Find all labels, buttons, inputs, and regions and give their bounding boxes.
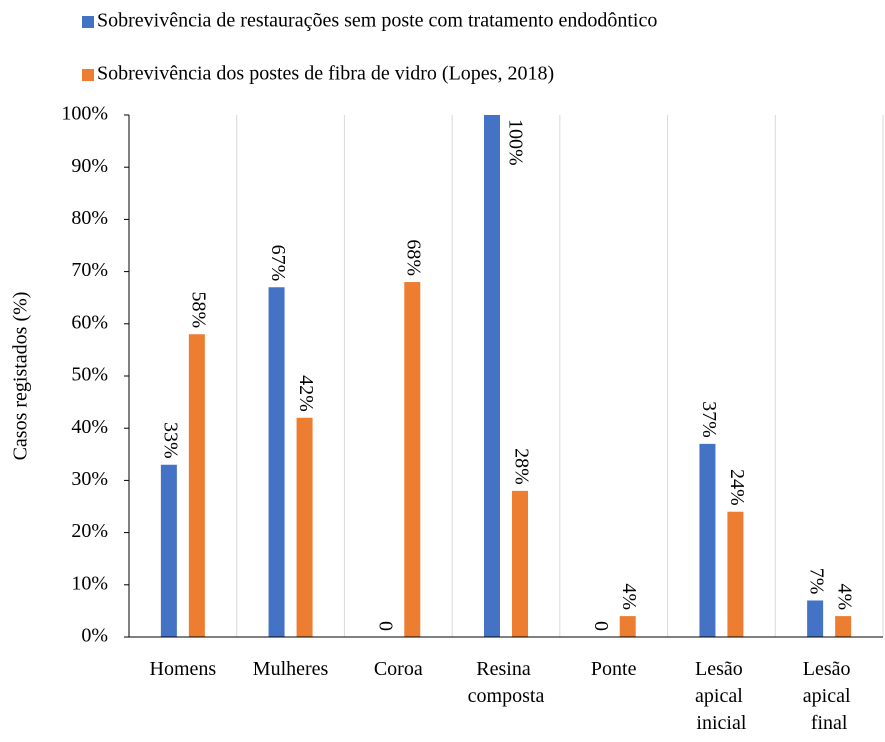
data-label: 4% (618, 583, 640, 610)
y-tick-label: 60% (71, 311, 108, 333)
y-tick-label: 40% (71, 416, 108, 438)
bar (619, 616, 636, 637)
bar (807, 600, 824, 637)
data-label: 28% (510, 448, 532, 485)
legend-swatch (82, 69, 94, 81)
data-label: 100% (504, 119, 526, 166)
data-label: 0 (375, 621, 397, 631)
data-label: 7% (806, 568, 828, 595)
legend-label: Sobrevivência de restaurações sem poste … (97, 10, 657, 32)
legend-label: Sobrevivência dos postes de fibra de vid… (97, 63, 554, 85)
x-tick-label: Resina composta (468, 658, 545, 707)
y-tick-label: 90% (71, 155, 108, 177)
bar (268, 287, 285, 637)
data-label: 68% (403, 239, 425, 276)
bar (699, 443, 716, 637)
data-label: 4% (834, 583, 856, 610)
y-tick-label: 50% (71, 364, 108, 386)
bar (727, 511, 744, 637)
bar (188, 334, 205, 637)
data-label: 33% (159, 422, 181, 459)
x-tick-label: Homens (150, 658, 217, 680)
x-tick-label: Ponte (591, 658, 637, 680)
x-tick-label: Mulheres (253, 658, 329, 680)
legend-swatch (82, 16, 94, 28)
y-axis-title: Casos registados (%) (10, 292, 32, 461)
y-tick-label: 70% (71, 259, 108, 281)
y-tick-label: 20% (71, 520, 108, 542)
y-tick-label: 0% (81, 625, 108, 647)
bar (484, 115, 500, 637)
data-label: 37% (698, 401, 720, 438)
x-tick-label: Coroa (374, 658, 423, 680)
bar (296, 417, 313, 637)
data-label: 67% (267, 245, 289, 282)
data-label: 0 (590, 621, 612, 631)
bar (835, 616, 852, 637)
y-tick-label: 30% (71, 468, 108, 490)
data-label: 58% (187, 292, 209, 329)
y-tick-label: 10% (71, 572, 108, 594)
bar (512, 490, 528, 637)
bar (160, 464, 177, 637)
data-label: 42% (295, 375, 317, 412)
y-tick-label: 80% (71, 207, 108, 229)
x-tick-label: Lesão apical inicial (695, 658, 748, 734)
y-tick-label: 100% (61, 103, 108, 125)
data-label: 24% (726, 469, 748, 506)
x-tick-label: Lesão apical final (803, 658, 856, 734)
bar (404, 282, 421, 637)
